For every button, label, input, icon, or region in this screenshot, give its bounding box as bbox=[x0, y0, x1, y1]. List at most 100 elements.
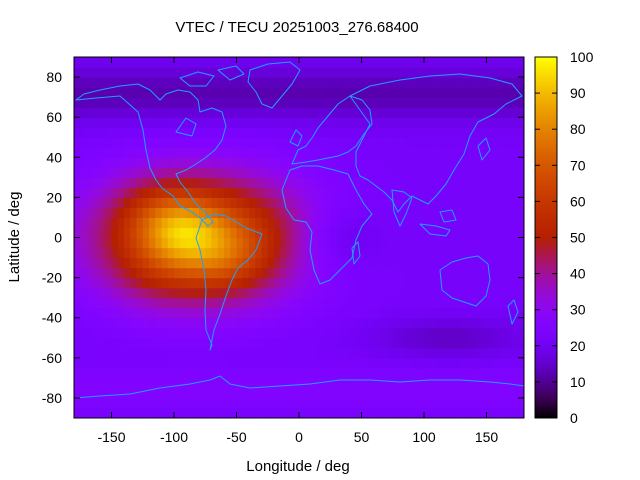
heat-cell bbox=[461, 387, 469, 399]
heat-cell bbox=[236, 237, 244, 249]
heat-cell bbox=[442, 217, 450, 229]
heat-cell bbox=[399, 117, 406, 128]
heat-cell bbox=[280, 407, 288, 418]
heat-cell bbox=[336, 337, 344, 349]
heat-cell bbox=[480, 297, 488, 309]
heat-cell bbox=[99, 337, 106, 349]
heat-cell bbox=[249, 127, 256, 138]
heat-cell bbox=[517, 97, 524, 108]
heat-cell bbox=[274, 207, 281, 219]
heat-cell bbox=[311, 247, 319, 259]
heat-cell bbox=[367, 197, 375, 209]
heat-cell bbox=[374, 357, 381, 369]
heat-cell bbox=[124, 237, 131, 249]
heat-cell bbox=[199, 107, 206, 118]
heat-cell bbox=[167, 387, 175, 399]
heat-cell bbox=[317, 67, 325, 78]
heat-cell bbox=[80, 97, 88, 108]
heat-cell bbox=[267, 397, 275, 409]
heat-cell bbox=[117, 137, 125, 148]
heat-cell bbox=[192, 97, 200, 108]
heat-cell bbox=[211, 187, 219, 198]
heat-cell bbox=[342, 317, 350, 329]
heat-cell bbox=[330, 127, 338, 138]
heat-cell bbox=[336, 107, 344, 118]
heat-cell bbox=[267, 107, 275, 118]
heat-cell bbox=[92, 337, 100, 349]
heat-cell bbox=[342, 57, 350, 68]
heat-cell bbox=[299, 277, 306, 289]
heat-cell bbox=[130, 107, 138, 118]
heat-cell bbox=[286, 377, 294, 389]
heat-cell bbox=[486, 307, 494, 319]
heat-cell bbox=[86, 367, 94, 379]
heat-cell bbox=[199, 247, 206, 259]
heat-cell bbox=[249, 247, 256, 259]
heat-cell bbox=[374, 97, 381, 108]
heat-cell bbox=[311, 137, 319, 148]
heat-cell bbox=[261, 177, 269, 188]
heat-cell bbox=[286, 127, 294, 138]
heat-cell bbox=[205, 147, 213, 158]
heat-cell bbox=[436, 147, 444, 158]
heat-cell bbox=[467, 67, 475, 78]
heat-cell bbox=[411, 247, 419, 259]
heat-cell bbox=[161, 407, 169, 418]
heat-cell bbox=[492, 377, 500, 389]
heat-cell bbox=[217, 227, 225, 239]
heat-cell bbox=[286, 137, 294, 148]
heat-cell bbox=[261, 267, 269, 279]
heat-cell bbox=[92, 57, 100, 68]
heat-cell bbox=[411, 197, 419, 209]
heat-cell bbox=[374, 107, 381, 118]
heat-cell bbox=[505, 387, 513, 399]
heat-cell bbox=[149, 287, 156, 299]
heat-cell bbox=[392, 387, 400, 399]
heat-cell bbox=[292, 367, 300, 379]
heat-cell bbox=[474, 297, 481, 309]
coastline-antarctica bbox=[74, 375, 524, 399]
heat-cell bbox=[180, 367, 188, 379]
heat-cell bbox=[280, 267, 288, 279]
heat-cell bbox=[355, 217, 363, 229]
heat-cell bbox=[236, 267, 244, 279]
heat-cell bbox=[136, 187, 144, 198]
heat-cell bbox=[124, 187, 131, 198]
heat-cell bbox=[267, 157, 275, 168]
y-tick-label: -80 bbox=[42, 390, 62, 406]
heat-cell bbox=[117, 367, 125, 379]
heat-cell bbox=[92, 167, 100, 178]
heat-cell bbox=[305, 237, 313, 249]
heat-cell bbox=[492, 267, 500, 279]
heat-cell bbox=[355, 247, 363, 259]
heat-cell bbox=[192, 107, 200, 118]
heat-cell bbox=[511, 227, 519, 239]
heat-cell bbox=[305, 217, 313, 229]
heat-cell bbox=[424, 187, 431, 198]
heat-cell bbox=[211, 57, 219, 68]
heat-cell bbox=[317, 367, 325, 379]
heat-cell bbox=[292, 377, 300, 389]
heat-cell bbox=[186, 337, 194, 349]
heat-cell bbox=[130, 197, 138, 209]
heat-cell bbox=[342, 67, 350, 78]
heat-cell bbox=[105, 297, 113, 309]
heat-cell bbox=[324, 207, 331, 219]
heat-cell bbox=[211, 267, 219, 279]
heat-cell bbox=[142, 77, 150, 88]
heat-cell bbox=[299, 407, 306, 418]
heat-cell bbox=[224, 187, 231, 198]
heat-cell bbox=[124, 347, 131, 359]
heat-cell bbox=[161, 237, 169, 249]
heat-cell bbox=[192, 117, 200, 128]
heat-cell bbox=[399, 397, 406, 409]
heat-cell bbox=[211, 357, 219, 369]
heat-cell bbox=[411, 327, 419, 339]
heat-cell bbox=[461, 367, 469, 379]
heat-cell bbox=[305, 177, 313, 188]
heat-cell bbox=[105, 207, 113, 219]
heat-cell bbox=[274, 267, 281, 279]
heat-cell bbox=[411, 107, 419, 118]
heat-cell bbox=[105, 57, 113, 68]
heat-cell bbox=[292, 87, 300, 98]
